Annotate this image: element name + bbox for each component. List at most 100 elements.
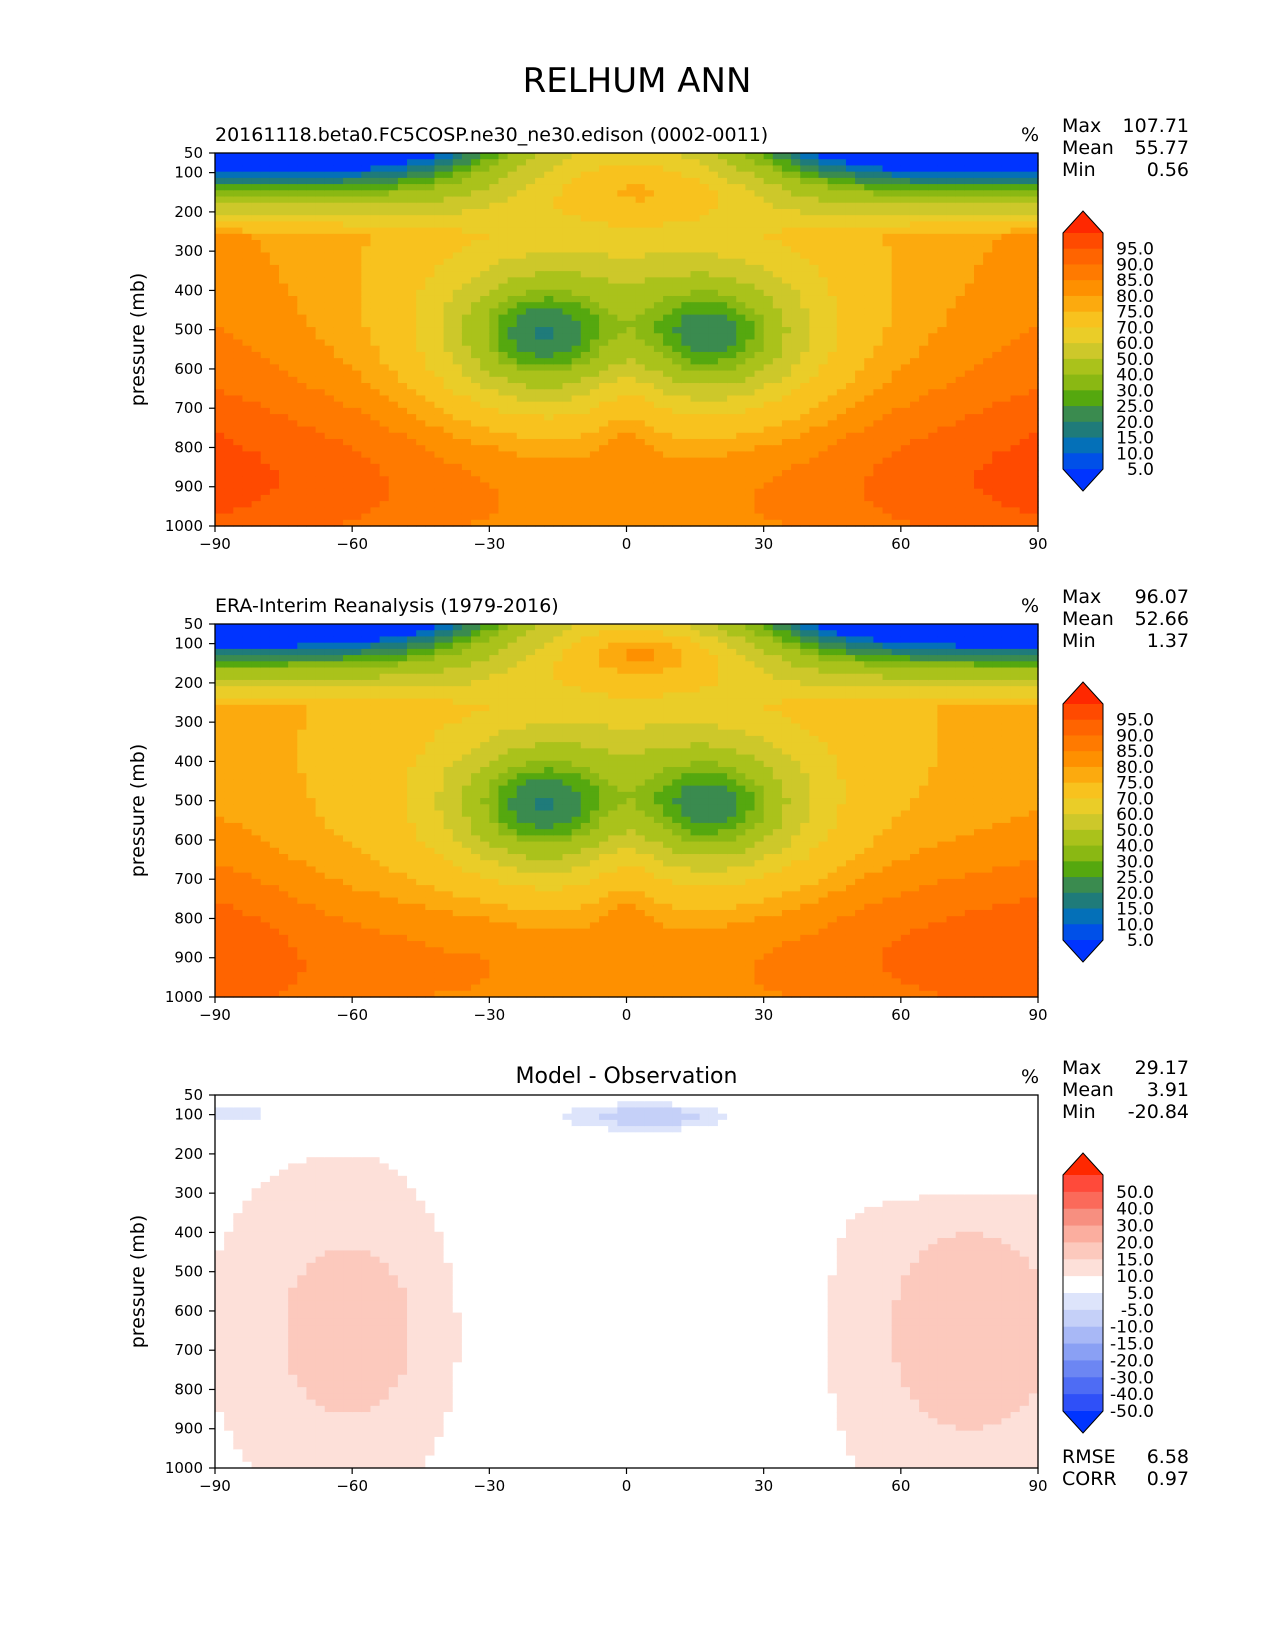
field-cell — [955, 333, 966, 341]
field-cell — [653, 376, 664, 384]
field-cell — [553, 370, 564, 378]
field-cell — [672, 314, 682, 322]
field-cell — [754, 451, 765, 459]
field-cell — [388, 389, 399, 397]
field-cell — [672, 463, 682, 471]
field-cell — [708, 364, 719, 372]
field-cell — [589, 327, 600, 334]
field-cell — [343, 171, 353, 179]
field-cell — [608, 314, 618, 322]
field-cell — [845, 488, 856, 496]
field-cell — [288, 476, 298, 484]
field-cell — [224, 389, 234, 397]
field-cell — [407, 289, 417, 297]
field-cell — [791, 407, 801, 415]
field-cell — [233, 258, 244, 266]
field-cell — [452, 184, 463, 191]
field-cell — [571, 438, 582, 446]
field-cell — [946, 432, 957, 440]
field-cell — [553, 407, 564, 415]
field-cell — [855, 494, 865, 502]
field-cell — [608, 171, 618, 179]
field-cell — [452, 227, 463, 235]
field-cell — [928, 501, 939, 508]
field-cell — [717, 240, 728, 247]
field-cell — [471, 488, 481, 496]
field-cell — [882, 177, 893, 185]
field-cell — [836, 401, 847, 409]
field-cell — [562, 364, 573, 372]
field-cell — [516, 208, 527, 216]
field-cell — [745, 233, 756, 241]
field-cell — [635, 277, 646, 285]
field-cell — [672, 513, 682, 521]
field-cell — [343, 221, 353, 229]
field-cell — [891, 345, 902, 353]
field-cell — [352, 426, 362, 434]
field-cell — [571, 295, 582, 303]
field-cell — [763, 190, 774, 198]
field-cell — [251, 407, 262, 415]
field-cell — [461, 376, 472, 384]
field-cell — [507, 494, 518, 502]
field-cell — [580, 513, 591, 521]
field-cell — [626, 370, 637, 378]
field-cell — [717, 494, 728, 502]
field-cell — [864, 482, 874, 490]
field-cell — [233, 302, 244, 310]
field-cell — [443, 233, 454, 241]
field-cell — [343, 395, 353, 403]
field-cell — [754, 159, 765, 167]
field-cell — [260, 395, 271, 403]
field-cell — [964, 501, 975, 508]
field-cell — [452, 202, 463, 210]
field-cell — [791, 389, 801, 397]
field-cell — [690, 488, 701, 496]
field-cell — [544, 501, 554, 508]
field-cell — [809, 488, 820, 496]
field-cell — [937, 463, 948, 471]
field-cell — [361, 202, 372, 210]
field-cell — [745, 202, 756, 210]
field-cell — [909, 289, 920, 297]
field-cell — [791, 370, 801, 378]
field-cell — [699, 438, 710, 446]
field-cell — [763, 345, 774, 353]
field-cell — [425, 414, 436, 421]
field-cell — [535, 420, 545, 428]
field-cell — [535, 258, 545, 266]
field-cell — [388, 320, 399, 328]
field-cell — [955, 395, 966, 403]
field-cell — [361, 184, 372, 191]
field-cell — [379, 389, 390, 397]
field-cell — [681, 519, 692, 527]
field-cell — [836, 420, 847, 428]
field-cell — [781, 327, 792, 334]
field-cell — [708, 227, 719, 235]
field-cell — [754, 184, 765, 191]
field-cell — [489, 252, 500, 260]
field-cell — [864, 246, 874, 254]
field-cell — [964, 320, 975, 328]
field-cell — [589, 314, 600, 322]
field-cell — [900, 426, 911, 434]
field-cell — [580, 376, 591, 384]
field-cell — [946, 376, 957, 384]
field-cell — [663, 153, 673, 160]
field-cell — [562, 507, 573, 515]
field-cell — [708, 476, 719, 484]
field-cell — [781, 271, 792, 278]
field-cell — [891, 507, 902, 515]
field-cell — [845, 165, 856, 173]
field-cell — [736, 153, 746, 160]
field-cell — [361, 339, 372, 347]
field-cell — [763, 314, 774, 322]
field-cell — [635, 482, 646, 490]
field-cell — [279, 246, 289, 254]
field-cell — [361, 302, 372, 310]
field-cell — [397, 190, 408, 198]
field-cell — [891, 233, 902, 241]
field-cell — [480, 451, 490, 459]
field-cell — [343, 240, 353, 247]
field-cell — [379, 271, 390, 278]
